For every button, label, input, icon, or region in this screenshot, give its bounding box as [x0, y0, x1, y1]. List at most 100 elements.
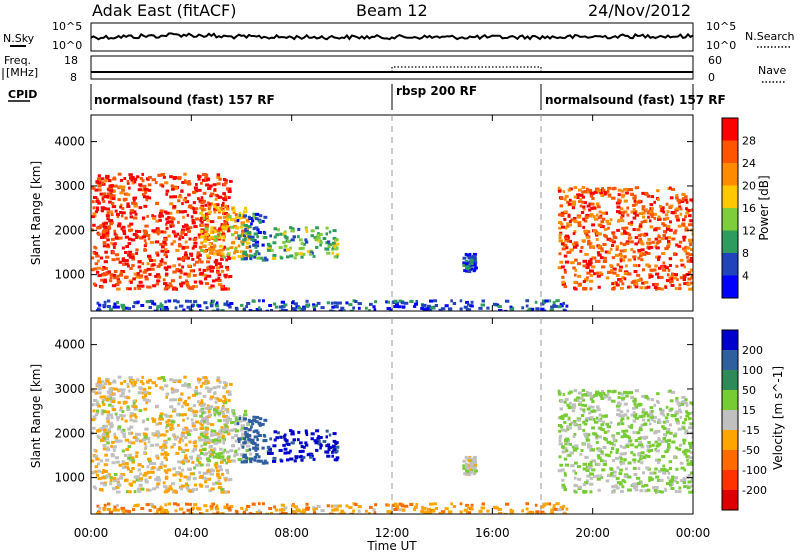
power-cell [656, 240, 660, 244]
velocity-cell [574, 461, 578, 465]
power-cell [462, 263, 466, 267]
power-cell [197, 175, 202, 179]
velocity-cell [222, 414, 226, 418]
velocity-cell [447, 510, 453, 514]
colorbar-tick-label: -15 [742, 424, 760, 437]
velocity-cell [221, 455, 225, 459]
power-cell [213, 226, 217, 230]
power-cell [542, 300, 546, 304]
velocity-cell [300, 510, 305, 514]
power-cell [117, 172, 122, 176]
velocity-cell [600, 450, 604, 454]
power-cell [668, 257, 673, 261]
power-cell [667, 187, 671, 191]
colorbar-tick-label: 24 [742, 157, 756, 170]
power-cell [228, 275, 233, 278]
power-cell [560, 242, 565, 246]
velocity-cell [203, 452, 208, 456]
power-cell [187, 193, 191, 197]
velocity-cell [609, 421, 613, 425]
power-cell [563, 270, 567, 274]
velocity-cell [179, 474, 183, 478]
power-cell [96, 301, 100, 305]
velocity-cell [100, 380, 105, 384]
power-cell [422, 308, 427, 311]
velocity-cell [110, 424, 114, 427]
velocity-cell [112, 476, 117, 480]
power-cell [596, 189, 601, 193]
velocity-cell [251, 422, 255, 426]
power-cell [335, 253, 340, 257]
velocity-cell [632, 399, 637, 403]
power-cell [637, 264, 641, 268]
power-cell [193, 263, 196, 267]
velocity-cell [158, 507, 161, 511]
velocity-cell [675, 467, 679, 471]
velocity-cell [108, 422, 114, 426]
velocity-cell [211, 487, 215, 491]
power-cell [175, 248, 180, 252]
velocity-cell [204, 420, 209, 424]
velocity-cell [253, 458, 257, 462]
power-cell [225, 247, 230, 251]
velocity-cell [92, 415, 96, 419]
velocity-cell [283, 506, 288, 510]
noise-right-tick-low: 10^0 [706, 39, 736, 52]
power-cell [421, 304, 426, 307]
velocity-cell [107, 428, 111, 432]
velocity-cell [621, 479, 625, 483]
velocity-cell [130, 381, 134, 385]
power-cell [209, 265, 214, 269]
power-cell [213, 203, 217, 207]
velocity-cell [217, 479, 221, 483]
power-cell [199, 219, 203, 222]
power-cell [112, 245, 116, 249]
power-cell [94, 252, 99, 255]
power-cell [459, 307, 463, 311]
velocity-cell [167, 502, 172, 506]
power-cell [102, 280, 108, 284]
power-cell [627, 258, 632, 262]
velocity-cell [103, 463, 108, 467]
velocity-cell [191, 460, 195, 464]
velocity-cell [264, 461, 269, 465]
velocity-cell [99, 459, 104, 463]
velocity-cell [99, 395, 103, 399]
velocity-cell [535, 510, 539, 514]
power-cell [585, 190, 590, 194]
power-cell [184, 179, 187, 183]
velocity-cell [563, 473, 567, 477]
power-cell [104, 250, 108, 254]
velocity-cell [684, 431, 689, 435]
velocity-cell [640, 445, 645, 449]
power-cell [113, 229, 117, 233]
power-cell [574, 287, 578, 291]
power-cell [178, 237, 182, 241]
power-cell [120, 214, 124, 218]
power-cell [283, 248, 287, 252]
velocity-cell [664, 439, 669, 443]
power-cell [325, 232, 328, 236]
velocity-cell [525, 512, 530, 514]
velocity-cell [621, 398, 625, 402]
velocity-cell [365, 509, 368, 513]
power-cell [397, 305, 402, 309]
power-cell [254, 240, 260, 244]
velocity-cell [126, 405, 130, 409]
power-cell [162, 278, 166, 282]
velocity-cell [141, 395, 146, 399]
velocity-cell [146, 470, 152, 474]
velocity-cell [327, 448, 331, 452]
velocity-cell [628, 391, 633, 395]
velocity-cell [168, 487, 173, 491]
power-cell [591, 256, 596, 260]
power-cell [386, 307, 391, 311]
power-cell [316, 301, 321, 305]
velocity-cell [218, 430, 222, 434]
power-cell [679, 199, 685, 203]
velocity-cell [462, 466, 466, 470]
velocity-cell [178, 478, 182, 482]
velocity-cell [165, 429, 169, 433]
power-cell [212, 183, 217, 187]
velocity-cell [95, 402, 100, 406]
